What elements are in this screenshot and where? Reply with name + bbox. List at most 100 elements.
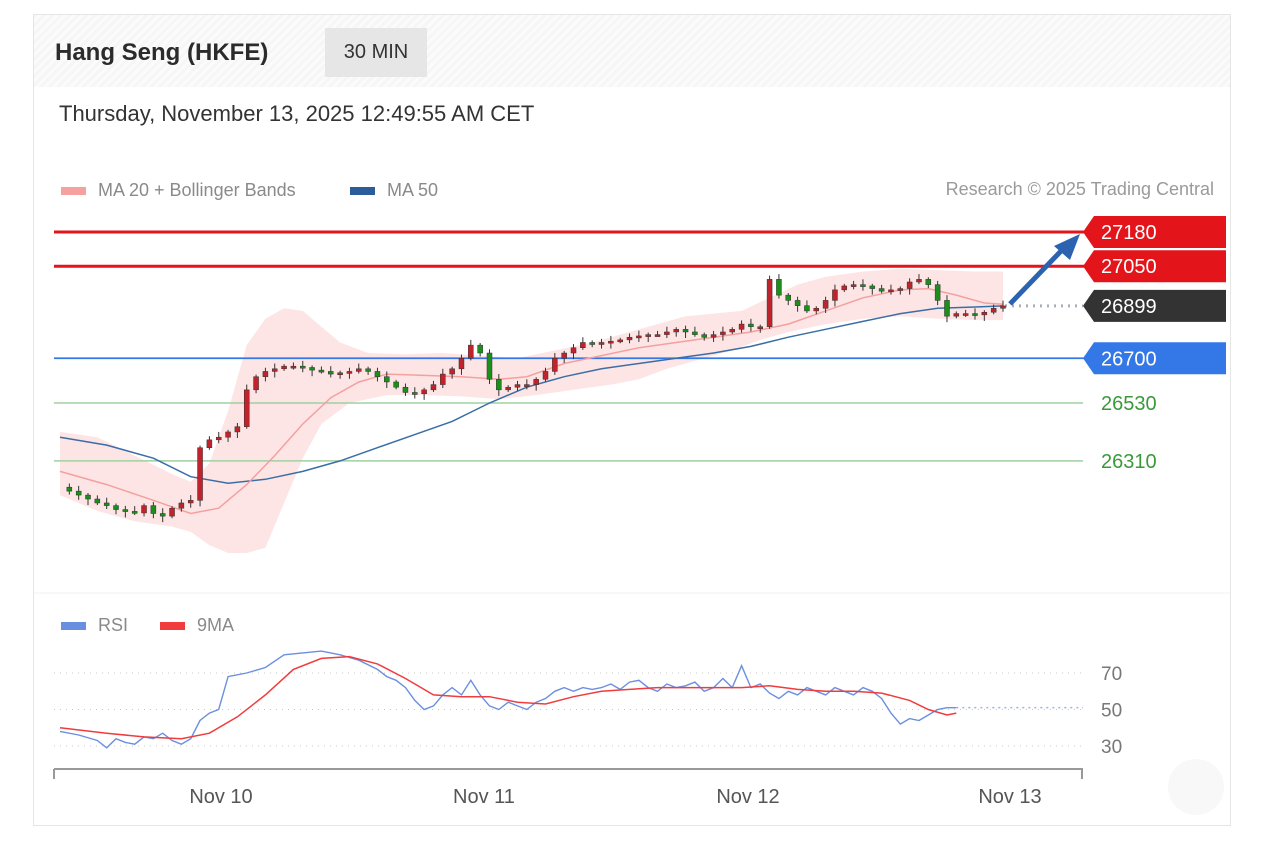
rsi-tick-50: 50 bbox=[1101, 701, 1122, 722]
candle-body bbox=[636, 335, 642, 339]
candle-body bbox=[300, 365, 306, 369]
candle-body bbox=[570, 347, 577, 354]
legend-ma20-bb: MA 20 + Bollinger Bands bbox=[61, 180, 296, 201]
legend-9ma-label: 9MA bbox=[197, 615, 235, 635]
level-label-26899: 26899 bbox=[1101, 296, 1157, 318]
forecast-arrow-shaft bbox=[1008, 248, 1064, 306]
candle-body bbox=[94, 498, 101, 504]
rsi-swatch bbox=[61, 621, 86, 630]
ma9-swatch bbox=[160, 621, 185, 630]
candle-body bbox=[374, 371, 381, 377]
x-label-nov-11: Nov 11 bbox=[453, 786, 515, 808]
rsi-tick-30: 30 bbox=[1101, 737, 1122, 758]
candle-body bbox=[356, 368, 362, 372]
x-label-nov-10: Nov 10 bbox=[189, 786, 252, 808]
legend-ma20-label: MA 20 + Bollinger Bands bbox=[98, 180, 296, 200]
candle-body bbox=[822, 300, 829, 309]
candle-body bbox=[692, 331, 698, 335]
candle-body bbox=[626, 336, 633, 341]
candle-body bbox=[766, 279, 773, 327]
level-label-27050: 27050 bbox=[1101, 256, 1157, 278]
candle-body bbox=[1000, 305, 1006, 309]
rsi-tick-70: 70 bbox=[1101, 664, 1122, 685]
candle-body bbox=[869, 285, 876, 289]
candle-body bbox=[785, 294, 792, 301]
candle-body bbox=[393, 381, 399, 388]
candle-body bbox=[328, 371, 334, 375]
candle-body bbox=[514, 384, 521, 388]
candle-body bbox=[234, 426, 241, 433]
candle-body bbox=[197, 447, 203, 501]
scroll-top-button[interactable] bbox=[1168, 759, 1224, 815]
legend-ma50: MA 50 bbox=[350, 180, 438, 201]
level-label-26310: 26310 bbox=[1101, 451, 1157, 473]
candle-body bbox=[412, 392, 418, 395]
candle-body bbox=[169, 507, 175, 517]
ma50-swatch bbox=[350, 186, 375, 195]
rsi-line bbox=[59, 650, 957, 749]
legend-ma50-label: MA 50 bbox=[387, 180, 439, 200]
candle-body bbox=[720, 331, 726, 335]
candle-body bbox=[916, 279, 922, 283]
candle-body bbox=[458, 358, 465, 370]
candle-body bbox=[421, 389, 427, 395]
candle-body bbox=[701, 334, 707, 338]
candle-body bbox=[206, 439, 213, 448]
candle-body bbox=[505, 386, 511, 391]
candle-body bbox=[262, 371, 269, 377]
candle-body bbox=[580, 342, 586, 349]
candle-body bbox=[953, 313, 960, 317]
candle-body bbox=[365, 368, 371, 372]
bollinger-band bbox=[60, 268, 1003, 553]
timestamp: Thursday, November 13, 2025 12:49:55 AM … bbox=[59, 101, 535, 126]
candle-body bbox=[271, 368, 278, 372]
candle-body bbox=[290, 365, 297, 369]
candle-body bbox=[710, 334, 717, 338]
candle-body bbox=[841, 285, 848, 291]
candle-body bbox=[925, 279, 932, 285]
candle-body bbox=[794, 300, 801, 306]
candle-body bbox=[309, 367, 315, 371]
candle-body bbox=[972, 313, 978, 316]
candle-body bbox=[981, 311, 988, 316]
candle-body bbox=[682, 329, 689, 333]
candle-body bbox=[187, 500, 194, 504]
candle-body bbox=[486, 352, 493, 380]
research-credit: Research © 2025 Trading Central bbox=[945, 179, 1214, 199]
candle-body bbox=[178, 502, 185, 509]
candle-body bbox=[103, 502, 110, 506]
candle-body bbox=[430, 384, 437, 391]
level-label-26700: 26700 bbox=[1101, 348, 1157, 370]
candle-body bbox=[757, 326, 763, 329]
candle-body bbox=[813, 308, 820, 312]
candle-body bbox=[860, 284, 866, 287]
candle-body bbox=[589, 342, 595, 345]
candle-body bbox=[402, 386, 409, 393]
widget-header: Hang Seng (HKFE) 30 MIN bbox=[34, 15, 1230, 87]
candle-body bbox=[944, 300, 950, 317]
candle-body bbox=[215, 436, 222, 441]
candle-body bbox=[131, 511, 138, 514]
candle-body bbox=[542, 371, 549, 380]
timeframe-badge[interactable]: 30 MIN bbox=[325, 28, 427, 77]
candle-body bbox=[962, 313, 969, 316]
forecast-arrow-head bbox=[1054, 234, 1080, 260]
level-tag-27180 bbox=[1083, 216, 1226, 248]
candle-body bbox=[878, 288, 885, 292]
legend-rsi: RSI bbox=[61, 615, 128, 636]
level-tag-26700 bbox=[1083, 342, 1226, 375]
candle-body bbox=[159, 513, 166, 517]
candle-body bbox=[524, 384, 530, 387]
ma20-line bbox=[59, 287, 1004, 515]
level-label-27180: 27180 bbox=[1101, 222, 1157, 244]
instrument-title: Hang Seng (HKFE) bbox=[55, 39, 269, 66]
candle-body bbox=[729, 329, 735, 333]
candle-body bbox=[468, 344, 474, 359]
x-label-nov-13: Nov 13 bbox=[978, 786, 1041, 808]
candle-body bbox=[75, 490, 82, 496]
candle-body bbox=[318, 369, 325, 373]
candle-body bbox=[990, 308, 997, 313]
candle-body bbox=[748, 323, 754, 327]
candle-body bbox=[346, 371, 353, 374]
candle-body bbox=[496, 379, 502, 391]
